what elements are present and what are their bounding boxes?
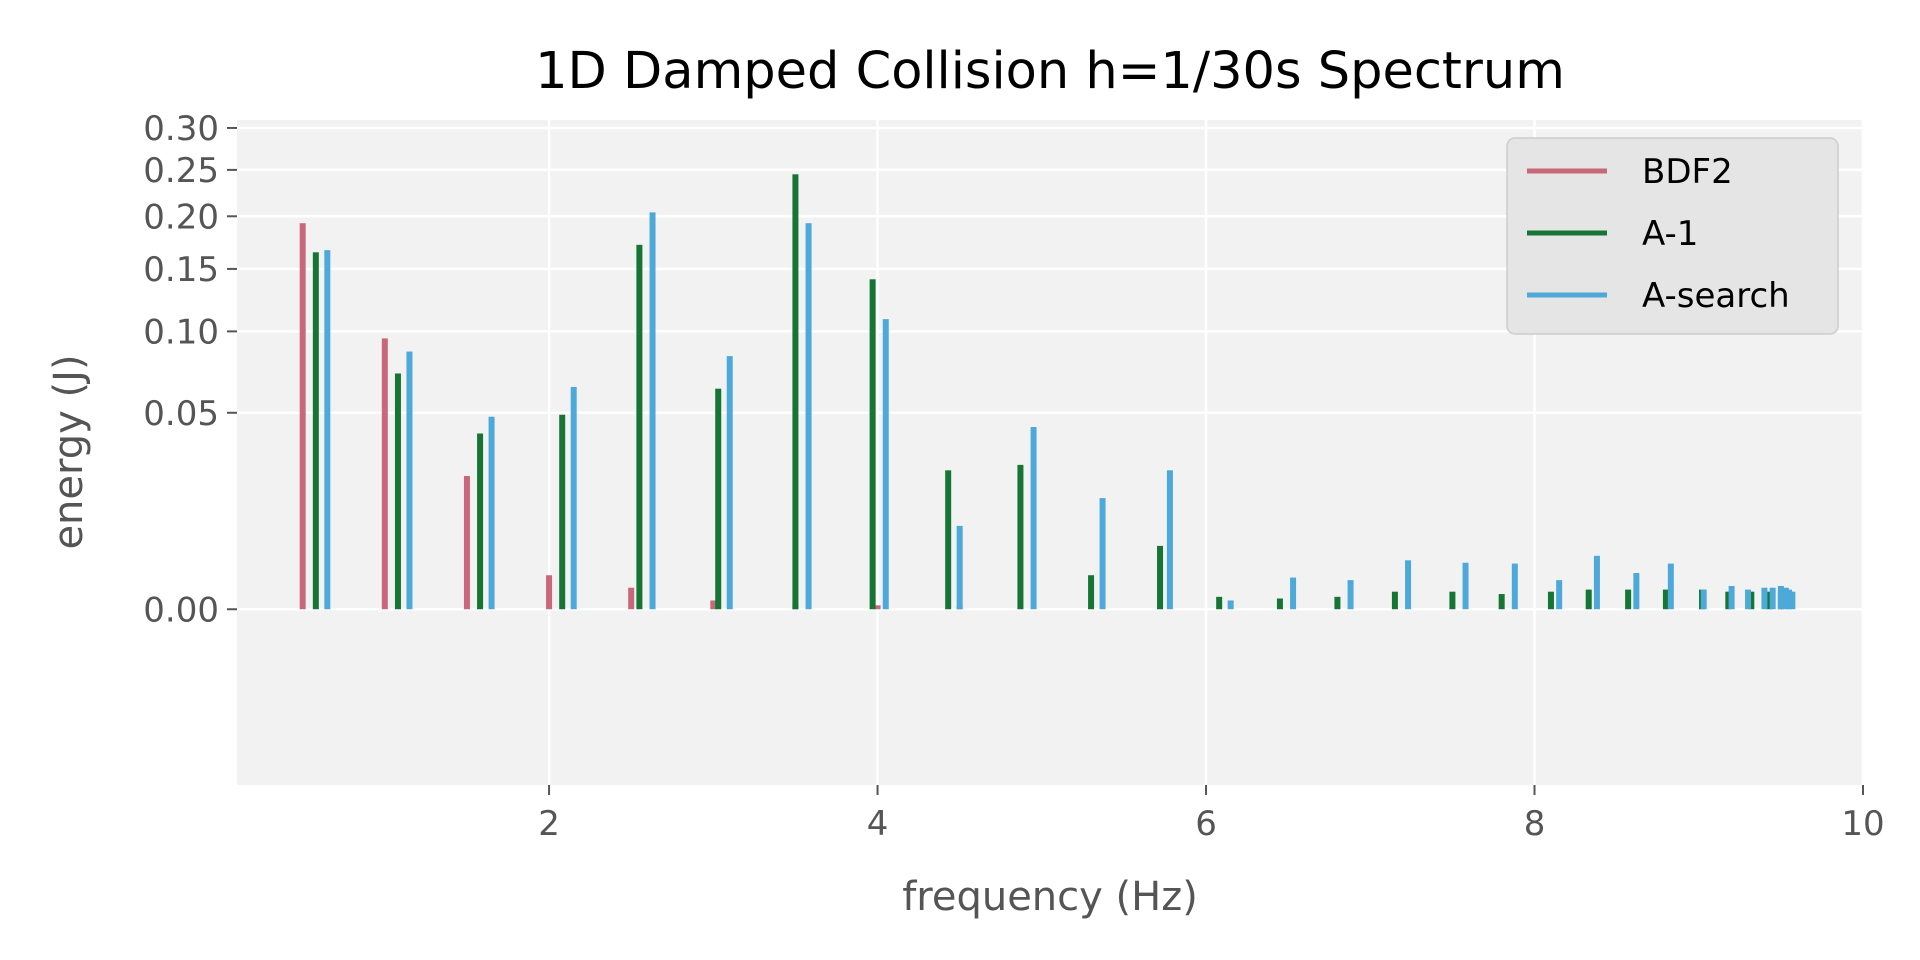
bar-a-1 (636, 244, 643, 610)
y-tick-label: 0.15 (143, 250, 219, 290)
bar-a-1 (559, 414, 566, 610)
bar-a-search (1166, 470, 1173, 610)
bar-a-search (406, 351, 413, 610)
bar-a-search (1769, 587, 1776, 610)
bar-a-search (324, 250, 331, 610)
bar-bdf2 (299, 223, 306, 610)
bar-a-1 (1585, 589, 1592, 610)
bar-a-search (649, 212, 656, 610)
bar-a-1 (1498, 594, 1505, 610)
bar-a-1 (1088, 575, 1095, 610)
bar-a-1 (312, 252, 319, 610)
bar-a-1 (945, 470, 952, 610)
legend-label: A-search (1642, 276, 1790, 316)
y-axis-label: energy (J) (46, 354, 92, 549)
x-tick-label: 2 (538, 804, 560, 844)
bar-a-search (1290, 577, 1297, 610)
bar-a-search (1777, 586, 1784, 610)
y-tick-label: 0.25 (143, 151, 219, 191)
bar-bdf2 (463, 475, 470, 610)
bar-a-1 (1391, 591, 1398, 610)
bar-a-search (882, 319, 889, 610)
bar-a-search (1556, 580, 1563, 610)
bar-a-search (1347, 580, 1354, 610)
bar-bdf2 (546, 575, 553, 610)
bar-a-search (1405, 560, 1412, 610)
bar-a-search (1462, 562, 1469, 610)
bar-a-1 (1625, 589, 1632, 610)
bar-a-search (1099, 498, 1106, 610)
x-axis-label: frequency (Hz) (902, 874, 1198, 920)
bar-a-1 (1157, 545, 1164, 610)
bar-a-search (1633, 573, 1640, 610)
bar-a-1 (477, 433, 484, 610)
bar-a-1 (1547, 591, 1554, 610)
x-tick-label: 10 (1841, 804, 1884, 844)
y-axis-ticks: 0.00 0.05 0.10 0.15 0.20 0.250.30 (143, 109, 237, 630)
bar-a-1 (1276, 598, 1283, 610)
bar-a-1 (394, 373, 401, 610)
y-tick-label: 0.05 (143, 394, 219, 434)
legend-box (1506, 137, 1839, 335)
bar-a-search (1782, 587, 1789, 610)
bar-a-1 (1449, 591, 1456, 610)
x-tick-label: 4 (867, 804, 889, 844)
bar-a-search (1227, 600, 1234, 610)
bar-a-search (1700, 589, 1707, 610)
bar-a-search (805, 223, 812, 610)
x-tick-label: 8 (1524, 804, 1546, 844)
bar-a-search (956, 525, 963, 610)
bar-a-1 (869, 279, 876, 610)
bar-a-1 (1766, 591, 1773, 610)
bar-a-search (488, 416, 495, 610)
bar-a-search (1728, 586, 1735, 610)
chart-title: 1D Damped Collision h=1/30s Spectrum (535, 42, 1565, 101)
bar-bdf2 (710, 600, 717, 610)
y-tick-label: 0.00 (143, 590, 219, 630)
bar-a-1 (1748, 591, 1755, 610)
bar-a-search (1667, 563, 1674, 610)
bar-a-search (726, 356, 733, 610)
bar-a-search (1593, 555, 1600, 610)
grid-lines (237, 120, 1865, 785)
bar-a-search (1745, 589, 1752, 610)
bars-layer (299, 174, 1796, 610)
y-tick-label: 0.10 (143, 312, 219, 352)
bar-bdf2 (628, 587, 635, 610)
bar-a-search (1511, 563, 1518, 610)
bar-a-1 (1216, 596, 1223, 610)
bar-a-1 (792, 174, 799, 610)
bar-a-1 (1017, 464, 1024, 610)
bar-a-1 (1334, 596, 1341, 610)
legend-label: BDF2 (1642, 152, 1733, 192)
bar-a-1 (1725, 591, 1732, 610)
legend: BDF2 A-1 A-search (1506, 137, 1839, 335)
y-tick-label: 0.30 (143, 109, 219, 149)
bar-bdf2 (874, 605, 881, 610)
bar-a-search (1789, 591, 1796, 610)
bar-a-search (1030, 427, 1037, 610)
x-tick-label: 6 (1195, 804, 1217, 844)
legend-label: A-1 (1642, 214, 1698, 254)
x-axis-ticks: 2 4 6 8 10 (538, 785, 1885, 844)
y-tick-label: 0.20 (143, 197, 219, 237)
bar-a-1 (1662, 589, 1669, 610)
bar-bdf2 (381, 338, 388, 610)
bar-a-search (1761, 587, 1768, 610)
bar-a-1 (715, 388, 722, 610)
bar-a-search (1786, 589, 1793, 610)
bar-a-search (570, 386, 577, 610)
